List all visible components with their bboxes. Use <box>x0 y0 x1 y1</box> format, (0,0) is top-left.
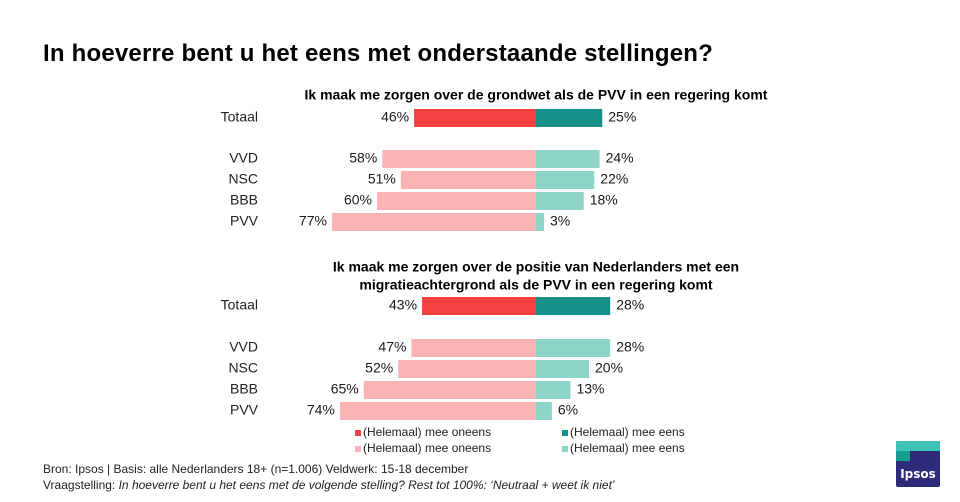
source-note: Bron: Ipsos | Basis: alle Nederlanders 1… <box>43 462 469 476</box>
value-label-oneens-pvv: 74% <box>307 402 335 418</box>
bar-oneens-vvd <box>382 150 536 168</box>
bar-oneens-nsc <box>400 171 536 189</box>
value-label-eens-nsc: 22% <box>600 171 628 187</box>
category-label-vvd: VVD <box>229 339 258 355</box>
bar-eens-pvv <box>536 402 552 420</box>
value-label-eens-pvv: 3% <box>550 213 570 229</box>
category-label-totaal: Totaal <box>221 297 258 313</box>
logo-text: Ipsos <box>900 467 936 481</box>
bar-eens-nsc <box>536 360 589 378</box>
bar-oneens-pvv <box>331 213 536 231</box>
page-title: In hoeverre bent u het eens met ondersta… <box>43 40 714 67</box>
category-label-bbb: BBB <box>230 192 258 208</box>
value-label-eens-vvd: 24% <box>606 150 634 166</box>
bar-oneens-totaal <box>414 109 536 127</box>
chart-2-title: migratieachtergrond als de PVV in een re… <box>359 277 713 293</box>
bar-oneens-pvv <box>339 402 536 420</box>
category-label-bbb: BBB <box>230 381 258 397</box>
legend-swatch <box>562 446 568 452</box>
question-note: Vraagstelling: In hoeverre bent u het ee… <box>43 478 615 492</box>
bar-eens-pvv <box>536 213 544 231</box>
value-label-oneens-totaal: 43% <box>389 297 417 313</box>
category-label-vvd: VVD <box>229 150 258 166</box>
value-label-oneens-vvd: 47% <box>378 339 406 355</box>
value-label-oneens-bbb: 65% <box>331 381 359 397</box>
bar-eens-vvd <box>536 339 611 357</box>
bar-eens-bbb <box>536 192 584 210</box>
value-label-oneens-pvv: 77% <box>299 213 327 229</box>
bar-eens-totaal <box>536 297 611 315</box>
ipsos-logo: Ipsos <box>896 441 940 487</box>
value-label-eens-nsc: 20% <box>595 360 623 376</box>
legend-label: (Helemaal) mee oneens <box>363 441 491 455</box>
chart-2-title: Ik maak me zorgen over de positie van Ne… <box>333 259 739 275</box>
category-label-totaal: Totaal <box>221 109 258 125</box>
category-label-nsc: NSC <box>228 360 258 376</box>
bar-eens-bbb <box>536 381 571 399</box>
category-label-nsc: NSC <box>228 171 258 187</box>
bar-eens-nsc <box>536 171 595 189</box>
value-label-oneens-vvd: 58% <box>349 150 377 166</box>
value-label-eens-totaal: 25% <box>608 109 636 125</box>
question-text: In hoeverre bent u het eens met de volge… <box>115 478 615 492</box>
question-prefix: Vraagstelling: <box>43 478 116 492</box>
legend-label: (Helemaal) mee eens <box>570 441 685 455</box>
bar-oneens-bbb <box>363 381 536 399</box>
value-label-oneens-nsc: 51% <box>368 171 396 187</box>
value-label-eens-totaal: 28% <box>616 297 644 313</box>
legend-swatch <box>355 430 361 436</box>
value-label-eens-pvv: 6% <box>558 402 578 418</box>
legend-label: (Helemaal) mee oneens <box>363 425 491 439</box>
legend-swatch <box>562 430 568 436</box>
category-label-pvv: PVV <box>230 402 259 418</box>
legend-label: (Helemaal) mee eens <box>570 425 685 439</box>
chart-1-title: Ik maak me zorgen over de grondwet als d… <box>305 87 768 103</box>
value-label-oneens-bbb: 60% <box>344 192 372 208</box>
bar-oneens-bbb <box>377 192 536 210</box>
bar-oneens-totaal <box>422 297 536 315</box>
bar-eens-totaal <box>536 109 603 127</box>
legend-swatch <box>355 446 361 452</box>
bar-oneens-nsc <box>398 360 536 378</box>
value-label-eens-vvd: 28% <box>616 339 644 355</box>
value-label-eens-bbb: 18% <box>590 192 618 208</box>
value-label-oneens-nsc: 52% <box>365 360 393 376</box>
category-label-pvv: PVV <box>230 213 259 229</box>
bar-oneens-vvd <box>411 339 536 357</box>
value-label-eens-bbb: 13% <box>576 381 604 397</box>
value-label-oneens-totaal: 46% <box>381 109 409 125</box>
bar-eens-vvd <box>536 150 600 168</box>
